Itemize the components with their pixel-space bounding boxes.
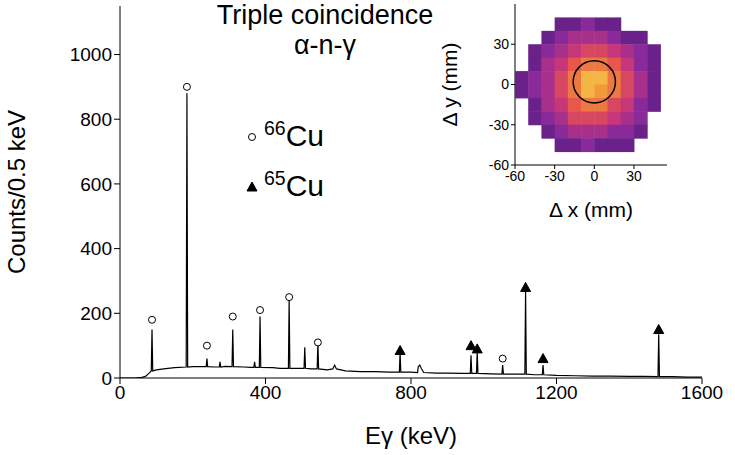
svg-text:Δ y (mm): Δ y (mm) <box>440 42 461 126</box>
svg-text:0: 0 <box>115 382 126 403</box>
svg-text:0: 0 <box>590 168 598 184</box>
svg-text:30: 30 <box>493 36 509 52</box>
svg-text:800: 800 <box>80 109 112 130</box>
svg-text:-60: -60 <box>504 167 526 184</box>
html-text:α-n-γ: α-n-γ <box>293 30 356 60</box>
svg-text:0: 0 <box>101 368 112 389</box>
html-text:65Cu: 65Cu <box>264 167 325 202</box>
svg-text:1600: 1600 <box>681 382 723 403</box>
svg-text:600: 600 <box>80 174 112 195</box>
svg-text:-30: -30 <box>489 117 509 133</box>
svg-text:800: 800 <box>395 382 427 403</box>
svg-text:0: 0 <box>501 76 509 92</box>
svg-text:Eγ (keV): Eγ (keV) <box>365 422 457 449</box>
svg-text:400: 400 <box>250 382 282 403</box>
html-text:66Cu: 66Cu <box>264 117 325 152</box>
svg-text:1200: 1200 <box>535 382 577 403</box>
svg-text:1000: 1000 <box>70 44 112 65</box>
svg-text:400: 400 <box>80 238 112 259</box>
html-text:Triple coincidence: Triple coincidence <box>216 0 434 30</box>
svg-text:Counts/0.5 keV: Counts/0.5 keV <box>8 110 30 274</box>
svg-text:Δ x (mm): Δ x (mm) <box>549 198 633 221</box>
svg-text:200: 200 <box>80 303 112 324</box>
svg-text:-30: -30 <box>545 168 565 184</box>
svg-text:30: 30 <box>626 168 642 184</box>
svg-text:-60: -60 <box>489 157 509 173</box>
